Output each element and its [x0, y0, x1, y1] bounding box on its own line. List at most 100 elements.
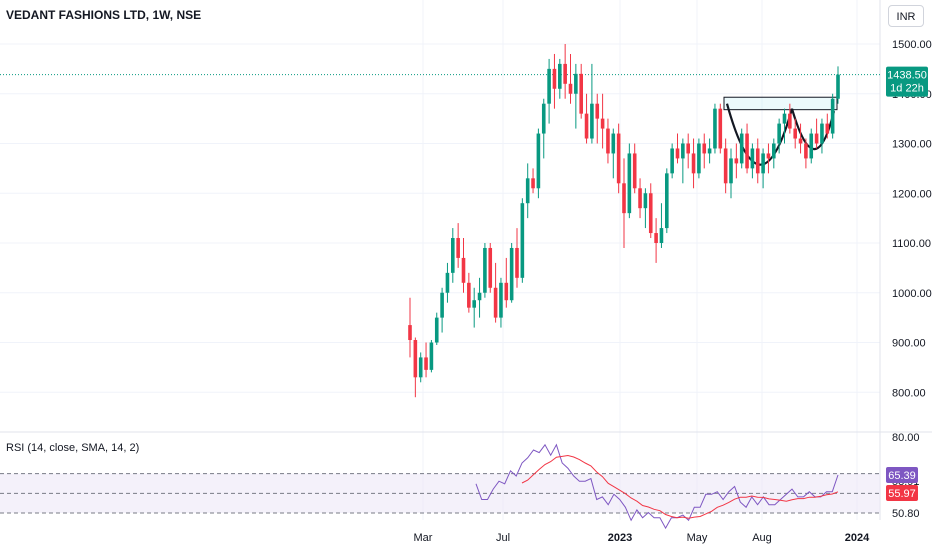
candle-body [686, 143, 690, 154]
symbol-title: VEDANT FASHIONS LTD, 1W, NSE [6, 8, 202, 22]
candle-body [654, 233, 658, 243]
candle [525, 163, 530, 219]
candle [713, 103, 717, 154]
candle [739, 128, 744, 169]
price-tick-label: 1300.00 [892, 139, 932, 151]
candle-body [552, 68, 557, 89]
candle-body [467, 282, 471, 308]
candle-body [723, 148, 728, 184]
candle-body [483, 247, 487, 293]
candle-body [729, 158, 733, 184]
cup-and-handle-drawing [723, 96, 838, 166]
candle [472, 287, 476, 328]
candle [429, 340, 434, 373]
candle [531, 168, 535, 194]
candle-body [804, 143, 808, 159]
candle [654, 218, 658, 263]
candle [745, 123, 749, 174]
candle [750, 143, 755, 179]
candle [606, 118, 610, 164]
candle-body [563, 63, 567, 84]
candle-body [691, 153, 696, 174]
rsi-sma-line [521, 454, 839, 519]
candle [461, 238, 466, 293]
candle-body [718, 108, 723, 149]
candle [836, 66, 840, 104]
last-price-value: 1438.50 [887, 70, 927, 82]
candle [665, 168, 669, 234]
candle-body [707, 148, 712, 154]
candle [445, 262, 450, 303]
candle [659, 203, 664, 248]
candle [547, 58, 551, 124]
candle-body [782, 113, 787, 124]
candle [648, 183, 653, 239]
last-price-badge [886, 66, 928, 97]
candle [579, 63, 583, 119]
time-tick-label: Mar [414, 532, 433, 544]
candle-body [461, 257, 466, 283]
rsi-indicator-label[interactable]: RSI (14, close, SMA, 14, 2) [6, 442, 140, 454]
candle [434, 312, 439, 345]
candle-body [772, 143, 776, 159]
candle-body [579, 73, 583, 114]
candle-body [697, 143, 701, 174]
candle-body [595, 103, 600, 119]
currency-button[interactable]: INR [888, 5, 924, 27]
candle-body [739, 133, 744, 164]
candle [638, 178, 642, 219]
candle-body [440, 292, 444, 318]
candle-body [814, 133, 819, 144]
candle [632, 143, 637, 194]
candle [584, 93, 589, 144]
candle-body [788, 113, 792, 129]
candle [675, 133, 680, 164]
rsi-sma-badge [886, 485, 918, 501]
candle-body [541, 103, 546, 134]
candle-body [836, 74, 840, 99]
candle [536, 128, 541, 199]
candle [702, 133, 707, 169]
grid-lines [0, 0, 932, 520]
candle [681, 138, 685, 184]
price-axis[interactable]: 1500.001400.001300.001200.001100.001000.… [892, 39, 932, 520]
candle-body [590, 103, 594, 139]
candle-body [547, 68, 551, 104]
candle-body [670, 148, 674, 174]
candle [830, 93, 835, 139]
candle-body [761, 153, 765, 174]
price-tick-label: 800.00 [892, 387, 926, 399]
time-tick-label: 2024 [845, 532, 870, 544]
candle [627, 143, 632, 219]
time-tick-label: May [687, 532, 708, 544]
rsi-sma-text: 55.97 [888, 488, 916, 500]
candle-body [493, 287, 498, 318]
candle [520, 198, 525, 283]
rsi-tick-label: 80.00 [892, 432, 920, 444]
candle-body [616, 133, 621, 184]
resistance-box [723, 96, 838, 111]
rsi-band-fill [0, 473, 880, 513]
price-tick-label: 1500.00 [892, 39, 932, 51]
time-axis[interactable]: Mar Jul 2023 May Aug 2024 [414, 532, 871, 544]
candle-body [702, 143, 707, 154]
rsi-value-text: 65.39 [888, 470, 916, 482]
candle-body [445, 272, 450, 293]
candle [643, 188, 648, 229]
candle-body [681, 143, 685, 159]
candle-body [713, 108, 717, 149]
candle-body [558, 63, 562, 89]
candle-body [536, 133, 541, 189]
candle-body [477, 292, 482, 301]
candle [766, 143, 771, 174]
candle [777, 118, 781, 154]
rsi-tick-label: 50.80 [892, 508, 920, 520]
candle [820, 118, 824, 154]
candle-body [424, 357, 428, 370]
candle-body [750, 148, 755, 169]
candle [825, 113, 830, 139]
candle [718, 103, 723, 154]
candle [814, 118, 819, 149]
